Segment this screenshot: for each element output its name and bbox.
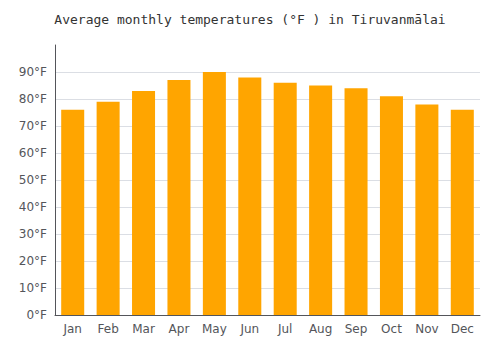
- svg-text:Feb: Feb: [98, 322, 119, 336]
- svg-text:50°F: 50°F: [19, 173, 47, 187]
- svg-text:May: May: [202, 322, 227, 336]
- svg-text:70°F: 70°F: [19, 119, 47, 133]
- svg-text:Mar: Mar: [132, 322, 155, 336]
- svg-text:90°F: 90°F: [19, 65, 47, 79]
- svg-text:Sep: Sep: [345, 322, 368, 336]
- svg-text:80°F: 80°F: [19, 92, 47, 106]
- svg-text:0°F: 0°F: [26, 308, 47, 322]
- svg-text:30°F: 30°F: [19, 227, 47, 241]
- svg-text:Average monthly temperatures (: Average monthly temperatures (°F ) in Ti…: [54, 12, 445, 27]
- svg-text:Apr: Apr: [169, 322, 190, 336]
- svg-text:Aug: Aug: [309, 322, 332, 336]
- svg-text:10°F: 10°F: [19, 281, 47, 295]
- svg-text:Jun: Jun: [239, 322, 259, 336]
- svg-text:60°F: 60°F: [19, 146, 47, 160]
- svg-text:Nov: Nov: [415, 322, 438, 336]
- svg-text:Jul: Jul: [277, 322, 292, 336]
- svg-text:20°F: 20°F: [19, 254, 47, 268]
- svg-text:Oct: Oct: [381, 322, 402, 336]
- svg-text:Dec: Dec: [451, 322, 474, 336]
- svg-text:40°F: 40°F: [19, 200, 47, 214]
- svg-text:Jan: Jan: [62, 322, 82, 336]
